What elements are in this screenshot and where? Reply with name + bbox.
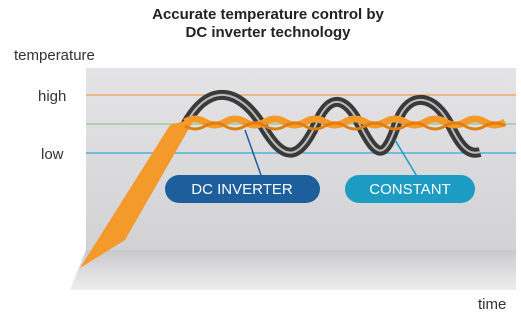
constant-badge-text: CONSTANT <box>369 181 450 198</box>
title-line: Accurate temperature control by <box>152 6 384 23</box>
title-line: DC inverter technology <box>185 24 351 41</box>
low-label: low <box>41 146 64 163</box>
diagram: Accurate temperature control by DC inver… <box>0 0 521 315</box>
inverter-badge-text: DC INVERTER <box>191 181 293 198</box>
high-label: high <box>38 88 66 105</box>
y-axis-label: temperature <box>14 47 95 64</box>
floor <box>70 250 516 290</box>
x-axis-label: time <box>478 296 506 313</box>
